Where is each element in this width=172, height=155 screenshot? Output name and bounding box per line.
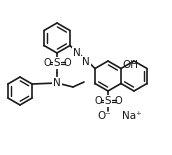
Text: S: S [105,96,111,106]
Text: O⁻: O⁻ [97,111,111,121]
Text: S: S [54,58,60,68]
Text: N: N [53,78,61,88]
Text: N: N [82,57,90,67]
Text: O: O [114,96,122,106]
Text: O: O [94,96,102,106]
Text: N: N [73,48,80,58]
Text: Na⁺: Na⁺ [122,111,142,121]
Text: OH: OH [122,60,138,69]
Text: O: O [63,58,71,68]
Text: O: O [43,58,51,68]
